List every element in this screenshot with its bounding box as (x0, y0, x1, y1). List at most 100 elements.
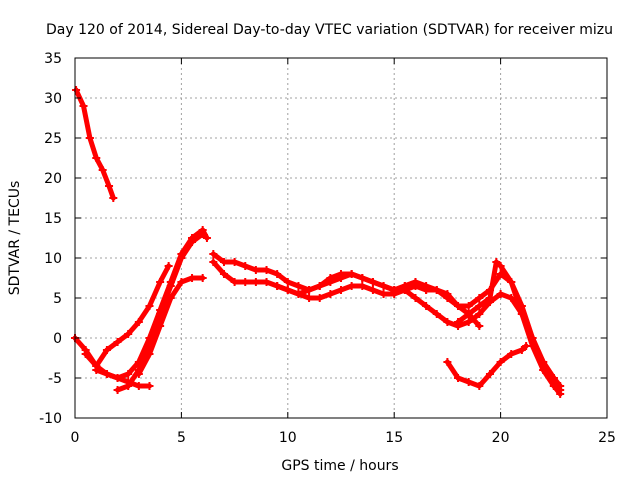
data-point (219, 258, 228, 266)
data-point (475, 294, 484, 302)
data-point (124, 378, 133, 386)
series-pass-12 (454, 258, 565, 398)
data-point (507, 294, 516, 302)
data-point (305, 294, 314, 302)
axes (74, 57, 608, 419)
data-point (102, 370, 111, 378)
data-point (517, 310, 526, 318)
data-point (326, 290, 335, 298)
data-point (454, 318, 463, 326)
x-tick-label: 10 (279, 430, 297, 446)
data-point (347, 270, 356, 278)
data-point (113, 374, 122, 382)
data-point (390, 286, 399, 294)
data-point (134, 318, 143, 326)
data-point (251, 266, 260, 274)
data-point (411, 294, 420, 302)
data-point (166, 294, 175, 302)
data-point (315, 282, 324, 290)
data-point (72, 86, 81, 94)
data-point (337, 274, 345, 282)
data-point (262, 266, 271, 274)
data-point (156, 278, 165, 286)
data-point (337, 286, 345, 294)
data-point (134, 370, 143, 378)
data-point (177, 278, 186, 286)
series-pass-6 (134, 274, 207, 378)
data-point (202, 234, 211, 242)
data-point (496, 290, 505, 298)
data-point (475, 382, 484, 390)
series-pass-5 (92, 366, 154, 390)
data-point (315, 294, 324, 302)
data-point (379, 282, 388, 290)
data-point (294, 290, 303, 298)
data-point (81, 350, 90, 358)
data-point (166, 282, 175, 290)
x-tick-label: 15 (385, 430, 403, 446)
data-point (454, 374, 463, 382)
data-point (368, 278, 377, 286)
series-pass-1 (72, 86, 118, 202)
data-point (485, 370, 494, 378)
data-point (109, 194, 118, 202)
data-point (105, 182, 114, 190)
data-point (549, 382, 558, 390)
data-point (156, 322, 165, 330)
data-point (98, 166, 107, 174)
data-point (496, 358, 505, 366)
y-tick-label: -10 (39, 411, 62, 427)
data-point (177, 254, 186, 262)
data-point (507, 278, 516, 286)
data-point (432, 286, 441, 294)
data-point (209, 258, 218, 266)
data-point (475, 310, 484, 318)
data-point (251, 278, 260, 286)
y-tick-label: 20 (44, 171, 62, 187)
y-tick-label: -5 (48, 371, 62, 387)
data-point (283, 278, 292, 286)
y-tick-label: 30 (44, 91, 62, 107)
plot-frame (74, 57, 608, 419)
data-point (209, 250, 218, 258)
data-point (273, 270, 282, 278)
data-point (134, 382, 143, 390)
data-point (464, 310, 473, 318)
series-line (455, 259, 563, 397)
data-point (92, 154, 101, 162)
data-point (443, 318, 452, 326)
data-point (517, 346, 526, 354)
ticks: 0 5 10 15 20 25 -10 -5 0 5 10 15 20 25 30 35 (39, 51, 616, 446)
data-point (522, 342, 531, 350)
data-point (422, 286, 431, 294)
data-point (443, 358, 452, 366)
data-point (145, 302, 154, 310)
y-tick-label: 5 (53, 291, 62, 307)
data-point (241, 278, 250, 286)
data-point (358, 282, 367, 290)
data-point (556, 390, 565, 398)
data-point (379, 290, 388, 298)
grid (75, 58, 607, 418)
data-point (496, 262, 505, 270)
data-point (326, 278, 335, 286)
data-point (443, 294, 452, 302)
data-point (305, 286, 314, 294)
y-tick-label: 35 (44, 51, 62, 67)
data-point (79, 102, 88, 110)
x-tick-label: 25 (598, 430, 616, 446)
data-point (102, 346, 111, 354)
data-point (145, 350, 154, 358)
data-point (113, 338, 122, 346)
data-point (492, 258, 501, 266)
data-point (294, 282, 303, 290)
data-point (198, 274, 207, 282)
x-axis-label: GPS time / hours (281, 458, 398, 474)
series-pass-3 (81, 262, 173, 370)
data-point (273, 282, 282, 290)
data-point (400, 286, 409, 294)
x-tick-label: 20 (492, 430, 510, 446)
data-point (347, 282, 356, 290)
